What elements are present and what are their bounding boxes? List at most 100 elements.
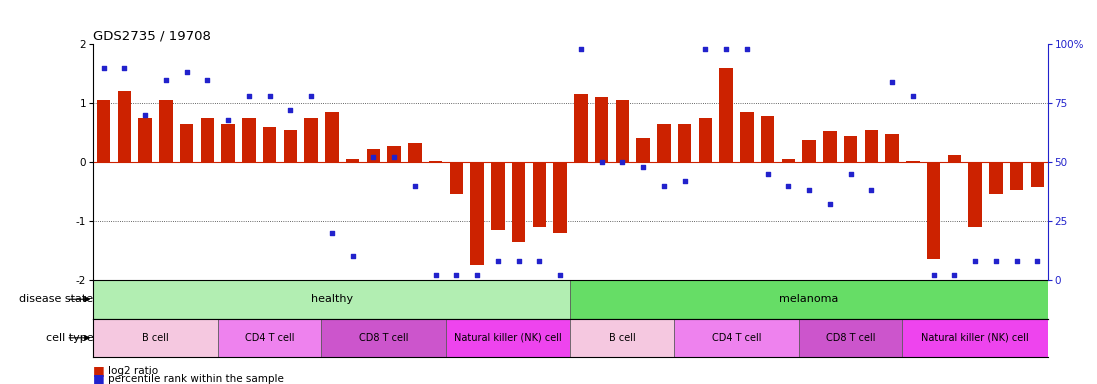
Point [115, 65, 133, 71]
Point [323, 230, 340, 236]
Bar [408, 143, 421, 162]
Point [199, 76, 216, 83]
Point [94, 65, 112, 71]
Bar [138, 118, 151, 162]
Bar [675, 319, 799, 357]
Bar [346, 159, 360, 162]
Bar [678, 124, 691, 162]
Point [946, 272, 963, 278]
Bar [761, 116, 774, 162]
Bar [325, 112, 339, 162]
Bar [823, 131, 837, 162]
Point [385, 154, 403, 161]
Bar [201, 118, 214, 162]
Point [1008, 258, 1026, 264]
Point [427, 272, 444, 278]
Bar [553, 162, 567, 233]
Bar [927, 162, 940, 259]
Bar [263, 127, 276, 162]
Bar [446, 319, 570, 357]
Bar [429, 161, 442, 162]
Point [904, 93, 921, 99]
Point [634, 164, 652, 170]
Bar [615, 100, 629, 162]
Point [987, 258, 1005, 264]
Point [406, 182, 423, 189]
Text: CD4 T cell: CD4 T cell [245, 333, 294, 343]
Bar [885, 134, 898, 162]
Bar [989, 162, 1003, 194]
Point [1029, 258, 1047, 264]
Text: cell type: cell type [46, 333, 93, 343]
Bar [864, 130, 878, 162]
Bar [799, 319, 903, 357]
Point [240, 93, 258, 99]
Point [157, 76, 174, 83]
Bar [242, 118, 256, 162]
Text: CD8 T cell: CD8 T cell [359, 333, 408, 343]
Point [178, 70, 195, 76]
Text: ■: ■ [93, 364, 105, 377]
Point [738, 46, 756, 52]
Bar [491, 162, 505, 230]
Point [862, 187, 880, 194]
Bar [159, 100, 172, 162]
Bar [532, 162, 546, 227]
Point [800, 187, 817, 194]
Bar [450, 162, 463, 194]
Point [780, 182, 798, 189]
Text: healthy: healthy [310, 294, 353, 304]
Point [489, 258, 507, 264]
Bar [97, 100, 111, 162]
Point [592, 159, 610, 165]
Text: Natural killer (NK) cell: Natural killer (NK) cell [454, 333, 562, 343]
Point [303, 93, 320, 99]
Bar [366, 149, 380, 162]
Bar [93, 280, 570, 319]
Bar [570, 280, 1048, 319]
Bar [903, 319, 1048, 357]
Point [966, 258, 984, 264]
Bar [387, 146, 400, 162]
Text: B cell: B cell [143, 333, 169, 343]
Bar [471, 162, 484, 265]
Bar [906, 161, 919, 162]
Bar [699, 118, 712, 162]
Point [364, 154, 382, 161]
Point [448, 272, 465, 278]
Text: CD8 T cell: CD8 T cell [826, 333, 875, 343]
Bar [657, 124, 670, 162]
Point [552, 272, 569, 278]
Bar [948, 155, 961, 162]
Point [841, 171, 859, 177]
Text: melanoma: melanoma [779, 294, 839, 304]
Point [261, 93, 279, 99]
Point [572, 46, 589, 52]
Bar [740, 112, 754, 162]
Point [219, 116, 237, 122]
Point [925, 272, 942, 278]
Point [655, 182, 672, 189]
Point [883, 79, 901, 85]
Bar [93, 319, 217, 357]
Point [136, 112, 154, 118]
Point [613, 159, 631, 165]
Text: percentile rank within the sample: percentile rank within the sample [108, 374, 283, 384]
Bar [512, 162, 525, 242]
Bar [117, 91, 132, 162]
Text: Natural killer (NK) cell: Natural killer (NK) cell [921, 333, 1029, 343]
Point [531, 258, 548, 264]
Point [343, 253, 361, 260]
Bar [284, 130, 297, 162]
Point [468, 272, 486, 278]
Bar [969, 162, 982, 227]
Bar [802, 140, 816, 162]
Bar [1009, 162, 1024, 190]
Bar [222, 124, 235, 162]
Point [676, 178, 693, 184]
Point [282, 107, 299, 113]
Bar [321, 319, 446, 357]
Bar [217, 319, 321, 357]
Text: log2 ratio: log2 ratio [108, 366, 158, 376]
Text: B cell: B cell [609, 333, 635, 343]
